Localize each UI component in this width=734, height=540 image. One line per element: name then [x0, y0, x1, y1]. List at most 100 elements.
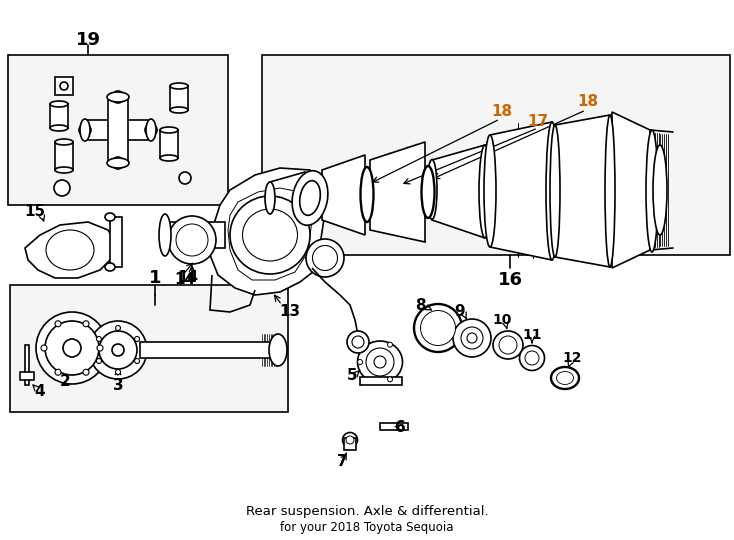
- Text: 11: 11: [523, 328, 542, 342]
- Ellipse shape: [292, 171, 328, 225]
- Ellipse shape: [60, 82, 68, 90]
- Text: 16: 16: [498, 271, 523, 289]
- Ellipse shape: [525, 351, 539, 365]
- Ellipse shape: [96, 359, 101, 363]
- Text: 15: 15: [24, 205, 46, 219]
- Bar: [20, 372, 34, 380]
- Ellipse shape: [36, 312, 108, 384]
- Text: 14: 14: [175, 273, 195, 287]
- Bar: [360, 377, 402, 385]
- Ellipse shape: [107, 158, 129, 168]
- Ellipse shape: [107, 92, 129, 102]
- Bar: [10, 285, 288, 412]
- Ellipse shape: [115, 326, 120, 330]
- Ellipse shape: [54, 180, 70, 196]
- Bar: [86, 120, 150, 140]
- Ellipse shape: [168, 216, 216, 264]
- Polygon shape: [25, 222, 115, 278]
- Ellipse shape: [112, 157, 124, 169]
- Polygon shape: [432, 145, 485, 238]
- Text: 3: 3: [113, 377, 123, 393]
- Ellipse shape: [357, 341, 402, 383]
- Ellipse shape: [145, 124, 157, 136]
- Ellipse shape: [160, 155, 178, 161]
- Bar: [160, 130, 178, 158]
- Ellipse shape: [556, 372, 573, 384]
- Bar: [262, 55, 730, 255]
- Ellipse shape: [499, 336, 517, 354]
- Bar: [140, 342, 278, 358]
- Ellipse shape: [269, 334, 287, 366]
- Ellipse shape: [146, 119, 156, 141]
- Ellipse shape: [105, 263, 115, 271]
- Ellipse shape: [41, 345, 47, 351]
- Ellipse shape: [159, 214, 171, 256]
- Ellipse shape: [63, 339, 81, 357]
- Text: 4: 4: [34, 384, 46, 400]
- Text: 9: 9: [454, 305, 465, 320]
- Bar: [25, 345, 29, 385]
- Text: 19: 19: [76, 31, 101, 49]
- Polygon shape: [228, 188, 312, 280]
- Ellipse shape: [134, 359, 139, 363]
- Ellipse shape: [99, 331, 137, 369]
- Ellipse shape: [80, 119, 90, 141]
- Ellipse shape: [115, 369, 120, 375]
- Bar: [50, 104, 68, 128]
- Ellipse shape: [414, 304, 462, 352]
- Polygon shape: [490, 122, 552, 260]
- Text: 14: 14: [178, 271, 199, 286]
- Ellipse shape: [55, 321, 61, 327]
- Ellipse shape: [50, 125, 68, 131]
- Ellipse shape: [653, 145, 667, 235]
- Polygon shape: [210, 168, 330, 295]
- Ellipse shape: [388, 377, 393, 382]
- Ellipse shape: [347, 331, 369, 353]
- Ellipse shape: [176, 224, 208, 256]
- Text: 7: 7: [337, 455, 347, 469]
- Text: 10: 10: [493, 313, 512, 327]
- Bar: [8, 55, 228, 205]
- Ellipse shape: [242, 209, 297, 261]
- Text: 1: 1: [149, 269, 161, 287]
- Ellipse shape: [484, 135, 496, 247]
- Ellipse shape: [46, 230, 94, 270]
- Ellipse shape: [97, 345, 103, 351]
- Bar: [344, 438, 356, 450]
- Ellipse shape: [55, 139, 73, 145]
- Ellipse shape: [453, 319, 491, 357]
- Ellipse shape: [493, 331, 523, 359]
- Polygon shape: [612, 112, 650, 268]
- Ellipse shape: [421, 310, 456, 346]
- Ellipse shape: [160, 127, 178, 133]
- Ellipse shape: [343, 433, 357, 448]
- Ellipse shape: [366, 348, 394, 376]
- Ellipse shape: [374, 356, 386, 368]
- Ellipse shape: [50, 101, 68, 107]
- Ellipse shape: [83, 369, 89, 375]
- Ellipse shape: [427, 159, 437, 219]
- Bar: [55, 142, 73, 170]
- Text: 2: 2: [59, 375, 70, 389]
- Ellipse shape: [551, 367, 579, 389]
- Ellipse shape: [170, 83, 188, 89]
- Ellipse shape: [479, 145, 491, 238]
- Text: 18: 18: [578, 94, 598, 110]
- Polygon shape: [370, 142, 425, 242]
- Bar: [55, 77, 73, 95]
- Ellipse shape: [230, 196, 310, 274]
- Ellipse shape: [550, 125, 560, 257]
- Ellipse shape: [79, 124, 91, 136]
- Ellipse shape: [357, 360, 363, 365]
- Ellipse shape: [299, 181, 320, 215]
- Ellipse shape: [112, 91, 124, 103]
- Ellipse shape: [112, 344, 124, 356]
- Ellipse shape: [605, 115, 615, 267]
- Ellipse shape: [134, 336, 139, 341]
- Ellipse shape: [96, 336, 101, 341]
- Ellipse shape: [388, 342, 393, 347]
- Ellipse shape: [45, 321, 99, 375]
- Text: 17: 17: [528, 114, 548, 130]
- Ellipse shape: [352, 336, 364, 348]
- Ellipse shape: [646, 130, 658, 252]
